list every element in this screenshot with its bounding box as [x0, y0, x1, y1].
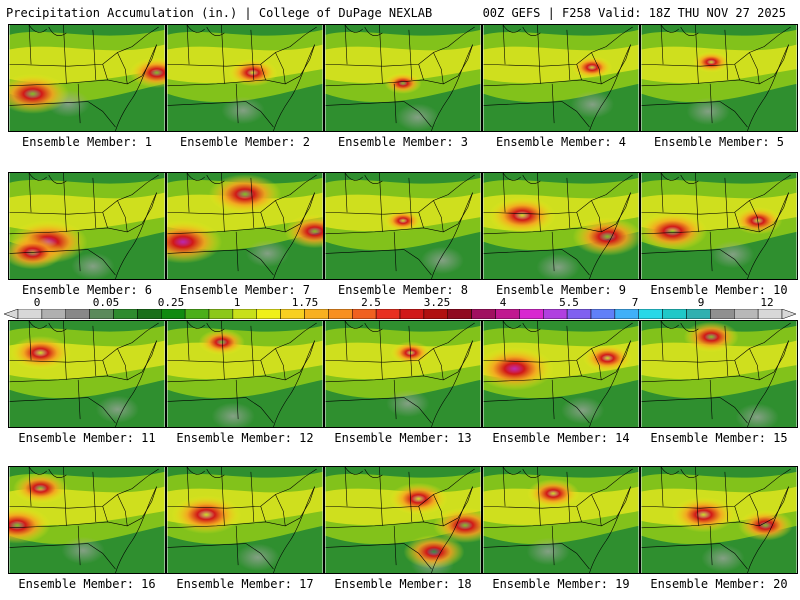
colorbar-tick-label: 4 [499, 296, 507, 309]
ensemble-member-label: Ensemble Member: 7 [179, 283, 311, 297]
ensemble-panel: Ensemble Member: 14 [482, 320, 640, 448]
ensemble-member-label: Ensemble Member: 1 [21, 135, 153, 149]
ensemble-panel: Ensemble Member: 10 [640, 172, 798, 300]
ensemble-member-label: Ensemble Member: 19 [492, 577, 630, 591]
precip-map [8, 172, 166, 280]
ensemble-member-label: Ensemble Member: 15 [650, 431, 788, 445]
colorbar-tick-label: 2.5 [361, 296, 381, 309]
colorbar-tick-label: 5.5 [559, 296, 579, 309]
ensemble-panel: Ensemble Member: 17 [166, 466, 324, 594]
ensemble-member-label: Ensemble Member: 11 [18, 431, 156, 445]
ensemble-panel: Ensemble Member: 8 [324, 172, 482, 300]
precip-map [324, 172, 482, 280]
precip-map [324, 24, 482, 132]
colorbar-tick-label: 0 [33, 296, 41, 309]
ensemble-panel: Ensemble Member: 2 [166, 24, 324, 152]
ensemble-member-label: Ensemble Member: 5 [653, 135, 785, 149]
colorbar-tick-label: 0.25 [157, 296, 185, 309]
precip-map [324, 320, 482, 428]
ensemble-panel: Ensemble Member: 13 [324, 320, 482, 448]
colorbar-scale [4, 309, 796, 319]
ensemble-panel: Ensemble Member: 4 [482, 24, 640, 152]
ensemble-member-label: Ensemble Member: 4 [495, 135, 627, 149]
ensemble-member-label: Ensemble Member: 16 [18, 577, 156, 591]
precip-map [8, 320, 166, 428]
precip-map [166, 320, 324, 428]
ensemble-panel: Ensemble Member: 16 [8, 466, 166, 594]
model-run-info: 00Z GEFS | F258 Valid: 18Z THU NOV 27 20… [482, 6, 786, 20]
ensemble-panel: Ensemble Member: 6 [8, 172, 166, 300]
colorbar-tick-label: 0.05 [92, 296, 120, 309]
ensemble-member-label: Ensemble Member: 12 [176, 431, 314, 445]
colorbar-tick-label: 1 [233, 296, 241, 309]
precip-map [324, 466, 482, 574]
precip-map [166, 172, 324, 280]
precip-map [640, 24, 798, 132]
precip-map [640, 320, 798, 428]
ensemble-member-label: Ensemble Member: 18 [334, 577, 472, 591]
precip-map [8, 466, 166, 574]
colorbar-tick-label: 3.25 [423, 296, 451, 309]
ensemble-member-label: Ensemble Member: 2 [179, 135, 311, 149]
ensemble-member-label: Ensemble Member: 3 [337, 135, 469, 149]
precip-map [640, 172, 798, 280]
ensemble-panel: Ensemble Member: 12 [166, 320, 324, 448]
ensemble-panel: Ensemble Member: 11 [8, 320, 166, 448]
precip-map [166, 24, 324, 132]
colorbar-tick-label: 9 [697, 296, 705, 309]
ensemble-member-label: Ensemble Member: 14 [492, 431, 630, 445]
ensemble-panel: Ensemble Member: 19 [482, 466, 640, 594]
ensemble-panel: Ensemble Member: 1 [8, 24, 166, 152]
precip-map [482, 172, 640, 280]
ensemble-member-label: Ensemble Member: 10 [650, 283, 788, 297]
ensemble-member-label: Ensemble Member: 13 [334, 431, 472, 445]
ensemble-member-label: Ensemble Member: 17 [176, 577, 314, 591]
ensemble-panel: Ensemble Member: 9 [482, 172, 640, 300]
precip-map [640, 466, 798, 574]
precip-map [482, 466, 640, 574]
colorbar-tick-label: 1.75 [291, 296, 319, 309]
colorbar-tick-label: 12 [760, 296, 774, 309]
ensemble-panel: Ensemble Member: 18 [324, 466, 482, 594]
ensemble-member-label: Ensemble Member: 6 [21, 283, 153, 297]
ensemble-member-label: Ensemble Member: 20 [650, 577, 788, 591]
ensemble-panel: Ensemble Member: 7 [166, 172, 324, 300]
precip-map [482, 24, 640, 132]
precip-map [482, 320, 640, 428]
ensemble-panel: Ensemble Member: 20 [640, 466, 798, 594]
page-title: Precipitation Accumulation (in.) | Colle… [6, 6, 433, 20]
ensemble-panel: Ensemble Member: 5 [640, 24, 798, 152]
precip-map [8, 24, 166, 132]
precip-map [166, 466, 324, 574]
ensemble-member-label: Ensemble Member: 8 [337, 283, 469, 297]
ensemble-panel: Ensemble Member: 3 [324, 24, 482, 152]
precip-colorbar: 0 0.05 0.25 1 1.75 2.5 3.25 4 5.5 7 9 12 [4, 296, 796, 320]
ensemble-panel: Ensemble Member: 15 [640, 320, 798, 448]
colorbar-tick-label: 7 [631, 296, 639, 309]
ensemble-member-label: Ensemble Member: 9 [495, 283, 627, 297]
